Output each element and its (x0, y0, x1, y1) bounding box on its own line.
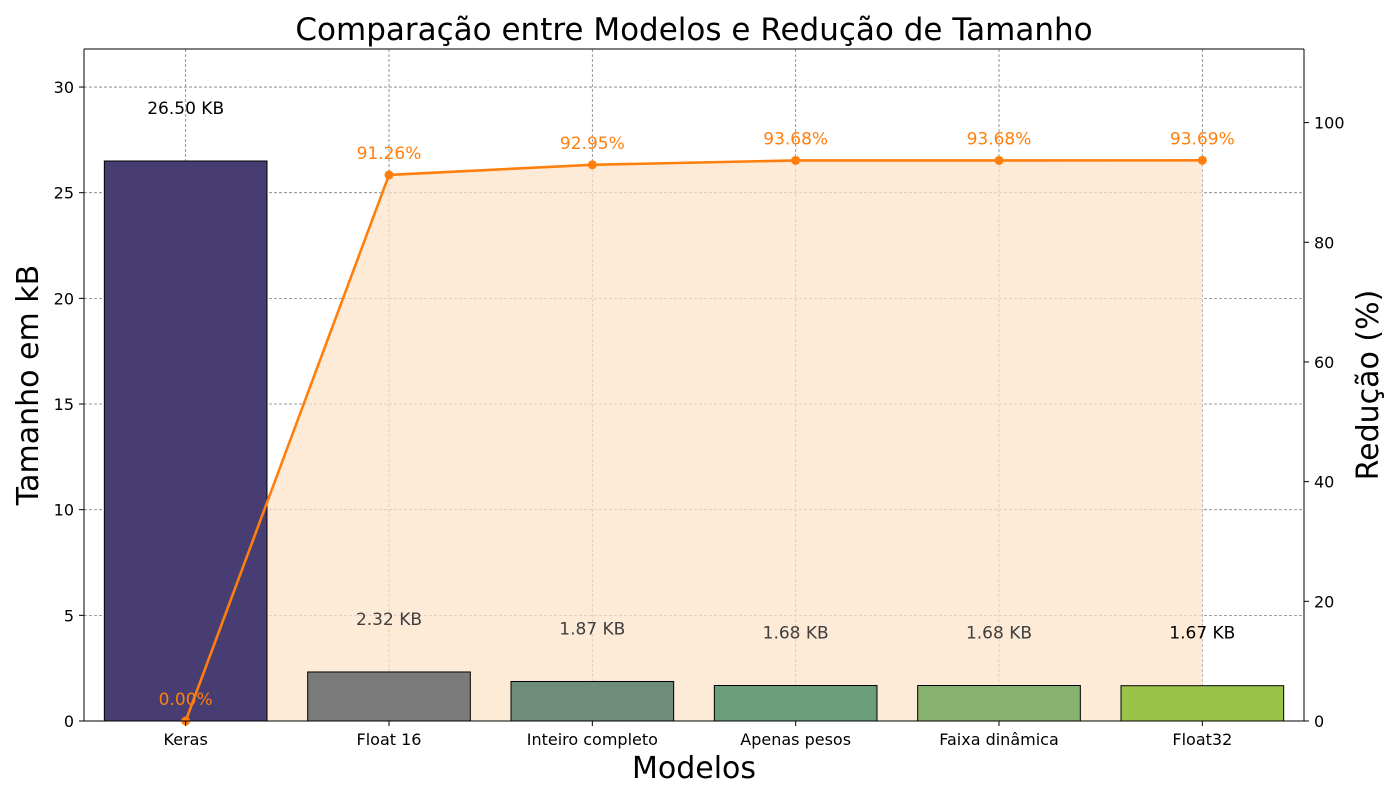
bar-value-label: 26.50 KB (147, 99, 224, 119)
reduction-value-label: 93.68% (763, 129, 828, 149)
x-tick-label: Keras (164, 730, 208, 749)
bar-keras (103, 160, 268, 722)
y-tick-label: 25 (54, 184, 74, 203)
bar-float-16 (307, 671, 471, 722)
x-tick-label: Inteiro completo (527, 730, 658, 749)
reduction-point (791, 155, 801, 165)
reduction-area-fill (185, 160, 1203, 722)
reduction-value-label: 92.95% (560, 134, 625, 154)
x-tick-label: Float 16 (357, 730, 422, 749)
bar-value-label: 1.87 KB (559, 619, 625, 639)
bar-inteiro-completo (510, 680, 675, 722)
y-tick-label: 0 (64, 712, 74, 731)
reduction-point (1197, 155, 1207, 165)
reduction-line (181, 155, 1207, 726)
y-right-tick-label: 60 (1314, 353, 1334, 372)
reduction-point (384, 170, 394, 180)
bar-value-label: 1.67 KB (1169, 624, 1235, 644)
bar-value-label: 2.32 KB (356, 610, 422, 630)
data-labels: 26.50 KB 2.32 KB 1.87 KB 1.68 KB 1.68 KB 1.67… (147, 99, 1235, 710)
bar-float32 (1120, 685, 1285, 722)
reduction-point (587, 160, 597, 170)
reduction-value-label: 0.00% (159, 690, 213, 710)
reduction-value-label: 93.69% (1170, 129, 1235, 149)
bar-value-label: 1.68 KB (763, 623, 829, 643)
reduction-value-label: 93.68% (967, 129, 1032, 149)
axes: 0 5 10 15 20 25 30 0 20 40 60 80 100 Keras Float 16 Int… (54, 48, 1345, 749)
reduction-point (994, 155, 1004, 165)
bar-value-label: 1.68 KB (966, 623, 1032, 643)
reduction-area (185, 160, 1203, 722)
y-tick-label: 20 (54, 289, 74, 308)
y-right-tick-label: 40 (1314, 473, 1334, 492)
y-tick-label: 30 (54, 78, 74, 97)
x-tick-label: Float32 (1172, 730, 1232, 749)
y-tick-label: 5 (64, 606, 74, 625)
reduction-line-path (184, 159, 1203, 722)
x-tick-label: Faixa dinâmica (939, 730, 1059, 749)
y-right-tick-label: 0 (1314, 712, 1324, 731)
y-right-tick-label: 80 (1314, 233, 1334, 252)
y-axis-right-label: Redução (%) (1351, 290, 1386, 481)
chart-title: Comparação entre Modelos e Redução de Ta… (295, 12, 1092, 48)
x-tick-label: Apenas pesos (740, 730, 851, 749)
y-axis-label: Tamanho em kB (11, 265, 46, 506)
bar-apenas-pesos (713, 684, 878, 722)
x-axis-label: Modelos (632, 751, 756, 786)
y-right-tick-label: 20 (1314, 592, 1334, 611)
y-right-tick-label: 100 (1314, 114, 1345, 133)
reduction-value-label: 91.26% (357, 144, 422, 164)
bar-faixa-dinâmica (917, 684, 1081, 722)
y-tick-label: 10 (54, 501, 74, 520)
y-tick-label: 15 (54, 395, 74, 414)
